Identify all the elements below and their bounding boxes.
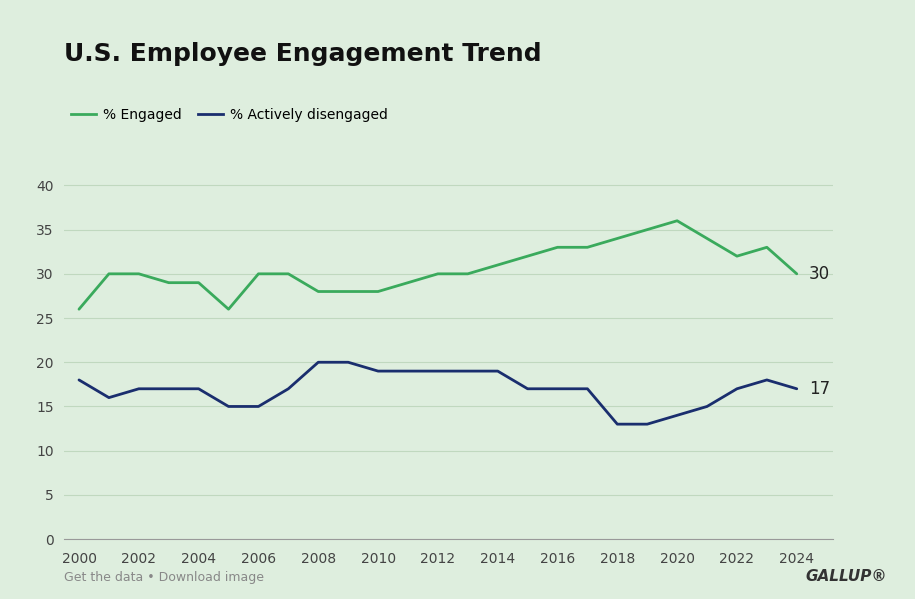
Text: 17: 17 (809, 380, 830, 398)
Text: 30: 30 (809, 265, 830, 283)
Text: GALLUP®: GALLUP® (806, 569, 888, 584)
Text: U.S. Employee Engagement Trend: U.S. Employee Engagement Trend (64, 42, 542, 66)
Text: Get the data • Download image: Get the data • Download image (64, 571, 264, 584)
Legend: % Engaged, % Actively disengaged: % Engaged, % Actively disengaged (71, 108, 388, 122)
